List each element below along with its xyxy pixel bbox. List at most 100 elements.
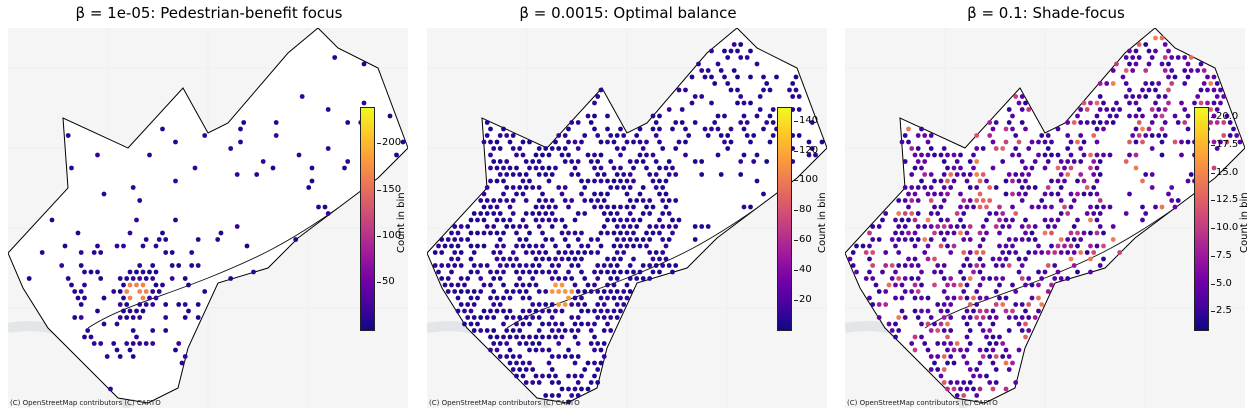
hexbin-cell xyxy=(614,276,620,281)
hexbin-cell xyxy=(1140,204,1145,210)
hexbin-cell xyxy=(1140,126,1145,132)
hexbin-cell xyxy=(896,211,902,216)
hexbin-cell xyxy=(1185,74,1191,80)
hexbin-cell xyxy=(478,328,484,333)
hexbin-cell xyxy=(1094,217,1100,223)
hexbin-cell xyxy=(562,289,568,294)
hexbin-cell xyxy=(540,191,545,197)
hexbin-cell xyxy=(637,269,643,275)
hexbin-cell xyxy=(501,256,506,262)
hexbin-cell xyxy=(1036,204,1041,210)
hexbin-cell xyxy=(501,165,506,171)
hexbin-cell xyxy=(520,152,526,158)
hexbin-cell xyxy=(1110,237,1116,242)
hexbin-cell xyxy=(1162,55,1168,60)
hexbin-cell xyxy=(925,243,931,249)
hexbin-cell xyxy=(1182,55,1188,60)
hexbin-cell xyxy=(432,263,438,268)
hexbin-cell xyxy=(439,276,445,281)
hexbin-cell xyxy=(1055,165,1061,171)
hexbin-cell xyxy=(1062,178,1067,184)
hexbin-cell xyxy=(530,367,536,372)
hexbin-cell xyxy=(1010,308,1015,314)
hexbin-cell xyxy=(993,289,999,294)
hexbin-cell xyxy=(948,328,954,333)
hexbin-cell xyxy=(1071,250,1077,255)
hexbin-cell xyxy=(1019,237,1025,242)
hexbin-cell xyxy=(741,100,747,106)
hexbin-cell xyxy=(514,373,519,379)
hexbin-cell xyxy=(78,315,84,320)
hexbin-cell xyxy=(614,185,620,190)
hexbin-cell xyxy=(566,373,571,379)
hexbin-cell xyxy=(533,269,539,275)
hexbin-cell xyxy=(902,198,908,203)
hexbin-cell xyxy=(987,185,993,190)
hexbin-cell xyxy=(491,159,497,164)
hexbin-cell xyxy=(562,146,568,151)
hexbin-cell xyxy=(488,165,493,171)
hexbin-cell xyxy=(974,315,980,320)
hexbin-cell xyxy=(533,334,539,340)
hexbin-cell xyxy=(153,269,159,275)
hexbin-cell xyxy=(436,269,441,275)
hexbin-cell xyxy=(993,185,999,190)
hexbin-cell xyxy=(1208,107,1214,112)
hexbin-cell xyxy=(663,191,669,197)
hexbin-cell xyxy=(134,308,139,314)
hexbin-cell xyxy=(631,217,636,223)
hexbin-cell xyxy=(82,334,87,340)
hexbin-cell xyxy=(497,159,503,164)
hexbin-cell xyxy=(1023,126,1028,132)
hexbin-cell xyxy=(540,321,545,327)
hexbin-cell xyxy=(517,315,523,320)
hexbin-cell xyxy=(712,120,718,125)
hexbin-cell xyxy=(997,334,1002,340)
hexbin-cell xyxy=(163,237,169,242)
hexbin-cell xyxy=(478,211,484,216)
hexbin-cell xyxy=(1023,217,1028,223)
hexbin-cell xyxy=(559,230,565,236)
hexbin-cell xyxy=(738,172,744,177)
hexbin-cell xyxy=(484,185,490,190)
hexbin-cell xyxy=(523,237,529,242)
hexbin-cell xyxy=(1029,204,1035,210)
hexbin-cell xyxy=(514,256,519,262)
colorbar-tick-label: 60 xyxy=(794,234,812,246)
hexbin-cell xyxy=(902,159,908,164)
hexbin-cell xyxy=(896,198,902,203)
hexbin-cell xyxy=(1071,237,1077,242)
hexbin-cell xyxy=(683,152,688,158)
hexbin-cell xyxy=(585,386,591,392)
hexbin-cell xyxy=(1149,146,1155,151)
hexbin-cell xyxy=(977,230,983,236)
hexbin-cell xyxy=(647,276,653,281)
hexbin-cell xyxy=(504,315,510,320)
hexbin-cell xyxy=(1000,263,1006,268)
hexbin-cell xyxy=(1081,100,1087,106)
hexbin-cell xyxy=(941,159,947,164)
hexbin-cell xyxy=(549,354,555,359)
hexbin-cell xyxy=(614,133,620,138)
hexbin-cell xyxy=(309,165,315,171)
hexbin-cell xyxy=(977,308,983,314)
hexbin-cell xyxy=(553,165,558,171)
hexbin-cell xyxy=(683,126,688,132)
hexbin-cell xyxy=(497,276,503,281)
hexbin-cell xyxy=(941,289,947,294)
hexbin-cell xyxy=(562,159,568,164)
hexbin-cell xyxy=(91,250,97,255)
hexbin-cell xyxy=(1062,165,1067,171)
hexbin-cell xyxy=(980,354,986,359)
hexbin-cell xyxy=(614,237,620,242)
colorbar-label: Count in bin xyxy=(1239,192,1250,253)
hexbin-cell xyxy=(494,204,500,210)
hexbin-cell xyxy=(650,152,656,158)
hexbin-cell xyxy=(85,328,91,333)
hexbin-cell xyxy=(1081,139,1087,145)
hexbin-cell xyxy=(520,308,526,314)
hexbin-cell xyxy=(533,282,539,288)
hexbin-cell xyxy=(977,386,983,392)
hexbin-cell xyxy=(1075,217,1080,223)
hexbin-cell xyxy=(1010,204,1015,210)
